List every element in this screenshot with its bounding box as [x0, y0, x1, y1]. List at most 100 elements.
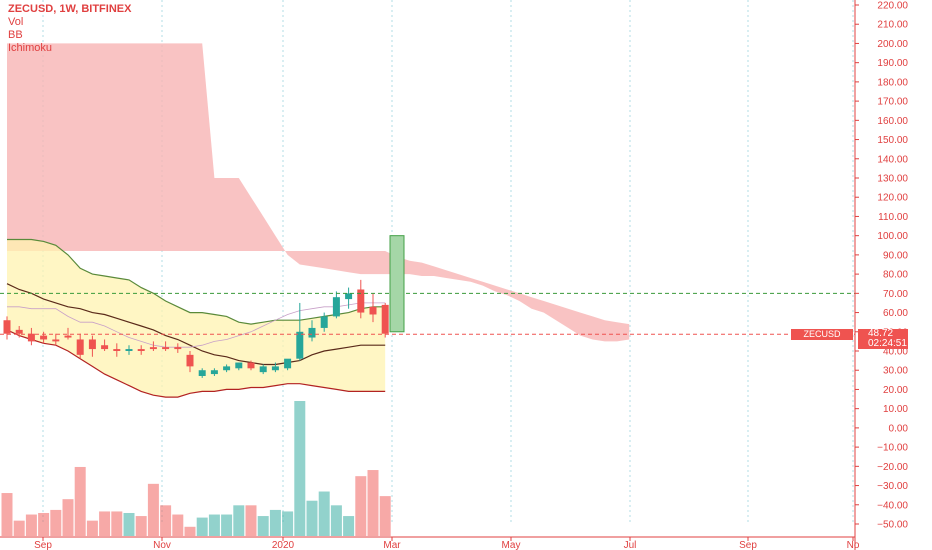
candle-body [88, 339, 96, 350]
y-tick-label: −20.00 [877, 462, 908, 473]
last-price-tag: 48.72 02:24:51 [858, 329, 908, 349]
bb-band-fill [7, 239, 386, 398]
volume-bar [62, 499, 74, 536]
x-tick-label: May [502, 540, 521, 550]
bar-countdown: 02:24:51 [868, 338, 907, 349]
candle-body [357, 289, 365, 313]
x-tick-label: Mar [383, 540, 401, 550]
volume-bar [135, 516, 147, 536]
y-tick-label: 220.00 [877, 1, 908, 12]
volume-bar [86, 520, 98, 536]
y-tick-label: 40.00 [883, 347, 908, 358]
y-tick-label: 180.00 [877, 77, 908, 88]
y-tick-label: 190.00 [877, 58, 908, 69]
volume-bar [1, 493, 13, 536]
volume-bar [257, 516, 269, 536]
candle-body [210, 370, 218, 375]
y-tick-label: 90.00 [883, 250, 908, 261]
candle-body [369, 306, 377, 315]
last-price-value: 48.72 [868, 328, 894, 339]
volume-bar [123, 512, 135, 536]
x-tick-label: Jul [624, 540, 637, 550]
volume-bar [330, 505, 342, 536]
x-tick-label: No [847, 540, 860, 550]
legend-indicator-vol[interactable]: Vol [8, 16, 24, 28]
y-tick-label: 140.00 [877, 154, 908, 165]
candle-body [247, 362, 255, 369]
volume-bar [221, 514, 233, 536]
volume-bar [13, 520, 25, 536]
volume-bar [196, 517, 208, 536]
projection-box [389, 235, 405, 333]
y-tick-label: 200.00 [877, 39, 908, 50]
y-tick-label: 30.00 [883, 366, 908, 377]
y-tick-label: 150.00 [877, 135, 908, 146]
volume-bar [245, 505, 257, 536]
ichimoku-base-line [7, 302, 386, 348]
y-tick-label: 120.00 [877, 193, 908, 204]
candle-body [198, 370, 206, 376]
candle-body [113, 349, 121, 351]
volume-bar [282, 511, 294, 536]
bb-lower-line [6, 329, 386, 398]
candle-body [149, 347, 157, 350]
volume-bar [294, 401, 306, 536]
candle-body [125, 349, 133, 351]
y-tick-label: 70.00 [883, 289, 908, 300]
symbol-price-tag: ZECUSD [791, 329, 853, 340]
y-tick-label: 80.00 [883, 270, 908, 281]
volume-bar [306, 500, 318, 536]
legend-title: ZECUSD, 1W, BITFINEX [8, 3, 132, 15]
candle-body [308, 327, 316, 338]
y-tick-label: −10.00 [877, 443, 908, 454]
volume-bar [269, 509, 281, 536]
legend-indicator-bb[interactable]: BB [8, 29, 23, 41]
candle-body [101, 345, 109, 350]
x-tick-label: Sep [739, 540, 757, 550]
candle-body [296, 331, 304, 359]
y-tick-label: 210.00 [877, 20, 908, 31]
y-tick-label: 110.00 [878, 212, 908, 223]
volume-bar [74, 466, 86, 536]
volume-bar [38, 512, 50, 536]
candle-body [174, 347, 182, 350]
candle-body [284, 358, 292, 369]
volume-bar [25, 514, 37, 536]
candle-body [3, 320, 11, 334]
candle-body [76, 339, 84, 355]
volume-bar [318, 491, 330, 536]
y-tick-label: 100.00 [877, 231, 908, 242]
x-tick-label: 2020 [272, 540, 295, 550]
candle-body [223, 366, 231, 371]
y-tick-label: 130.00 [877, 174, 908, 185]
candle-body [40, 335, 48, 340]
candle-body [271, 366, 279, 371]
volume-bar [184, 526, 196, 536]
candle-body [162, 347, 170, 350]
volume-bar [208, 514, 220, 536]
volume-bar [379, 496, 391, 536]
candle-body [52, 339, 60, 342]
chart-legend: ZECUSD, 1W, BITFINEX Vol BB Ichimoku [8, 3, 131, 55]
candle-body [320, 316, 328, 328]
volume-bar [111, 511, 123, 536]
volume-bar [160, 505, 172, 536]
y-tick-label: −30.00 [877, 481, 908, 492]
legend-indicator-ichimoku[interactable]: Ichimoku [8, 42, 53, 54]
ichimoku-cloud [7, 43, 630, 342]
candle-body [345, 293, 353, 300]
volume-bar [50, 509, 62, 536]
y-tick-label: 160.00 [877, 116, 908, 127]
volume-bar [147, 483, 159, 536]
candle-body [27, 333, 35, 342]
volume-bar [233, 505, 245, 536]
volume-bar [172, 514, 184, 536]
y-tick-label: 170.00 [877, 97, 908, 108]
candle-body [332, 297, 340, 317]
candle-body [137, 349, 145, 351]
candle-body [381, 304, 389, 334]
y-tick-label: 0.00 [889, 423, 909, 434]
candle-body [64, 335, 72, 338]
y-tick-label: −40.00 [877, 500, 908, 511]
